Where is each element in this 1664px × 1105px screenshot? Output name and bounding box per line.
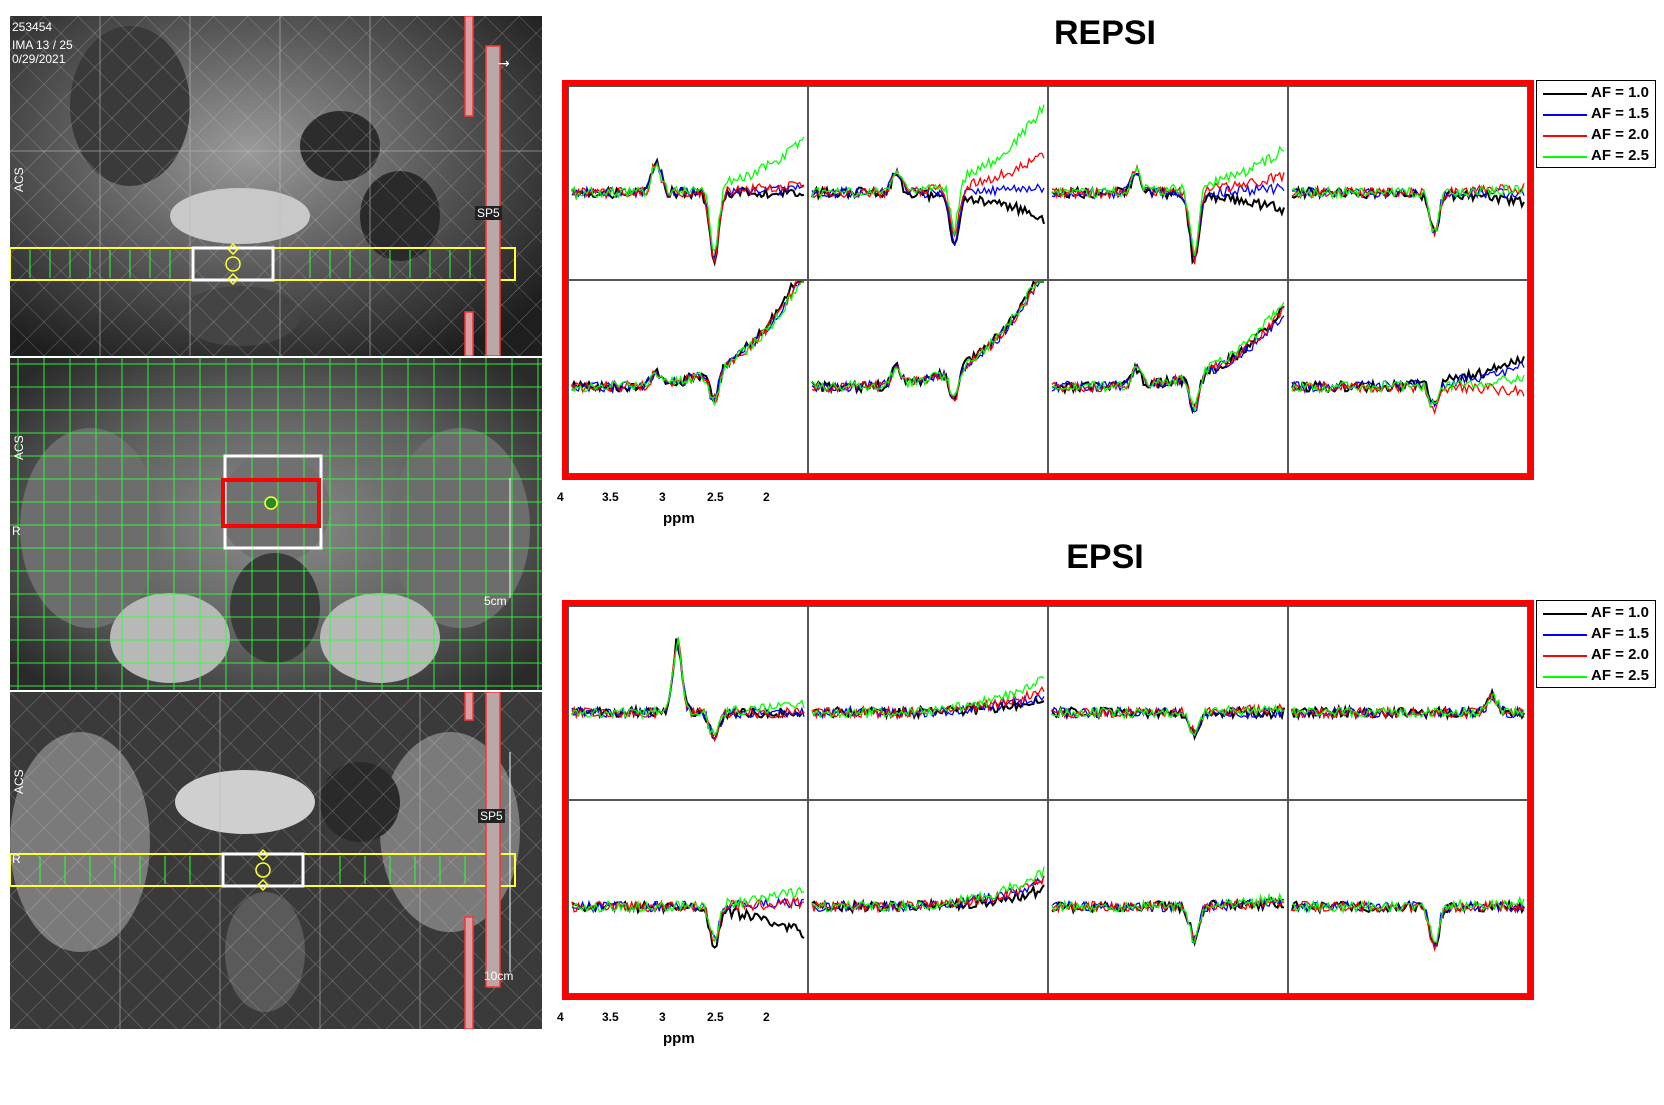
series-line [1292,895,1525,943]
legend-label: AF = 1.5 [1591,105,1649,122]
legend-label: AF = 1.0 [1591,84,1649,101]
series-line [811,152,1045,238]
series-line [571,136,805,253]
series-line [811,281,1044,399]
mri-coronal-view: ACS R SP5 10cm [10,692,542,1029]
legend-item: AF = 1.0 [1543,603,1655,623]
legend-item: AF = 2.0 [1543,645,1655,665]
series-line [811,676,1045,719]
orientation-label: ACS [12,435,26,460]
epsi-title: EPSI [1066,538,1144,576]
series-line [811,866,1045,913]
series-line [571,636,805,737]
mri-coronal-image [10,692,542,1029]
legend-label: AF = 1.0 [1591,604,1649,621]
spectrum-cell [1047,85,1289,281]
series-line [811,104,1045,235]
orientation-label: ACS [12,167,26,192]
epsi-spectra-grid [562,600,1534,1000]
mri-axial-image [10,358,542,690]
series-line [571,637,805,743]
repsi-legend: AF = 1.0 AF = 1.5 AF = 2.0 AF = 2.5 [1536,80,1656,168]
series-line [1051,305,1285,415]
slab-label: SP5 [478,809,505,823]
legend-label: AF = 2.5 [1591,147,1649,164]
orientation-label: ACS [12,769,26,794]
series-line [1291,693,1525,719]
legend-label: AF = 1.5 [1591,625,1649,642]
legend-item: AF = 2.0 [1543,125,1655,145]
r-label: R [12,524,21,538]
x-tick-label: 3.5 [602,490,619,504]
x-tick-label: 2.5 [707,1010,724,1024]
x-tick-label: 3.5 [602,1010,619,1024]
mri-info-line-3: 0/29/2021 [12,52,66,66]
x-tick-label: 4 [557,1010,564,1024]
legend-item: AF = 1.0 [1543,83,1655,103]
highlight-frame [562,600,1534,1000]
r-label: R [12,852,21,866]
series-line [571,281,804,404]
spectrum-cell [1047,279,1289,475]
x-tick-label: 2 [763,1010,770,1024]
scale-label: 5cm [484,594,507,608]
x-tick-label: 3 [659,490,666,504]
series-line [811,281,1044,397]
legend-item: AF = 2.5 [1543,666,1655,686]
legend-label: AF = 2.5 [1591,667,1649,684]
legend-label: AF = 2.0 [1591,126,1649,143]
x-tick-label: 3 [659,1010,666,1024]
series-line [571,886,805,943]
series-line [1051,892,1285,943]
slab-label: SP5 [475,206,502,220]
series-line [1051,163,1285,265]
mri-axial-view: ACS R 5cm [10,358,542,690]
legend-label: AF = 2.0 [1591,646,1649,663]
x-tick-label: 2 [763,490,770,504]
spectrum-cell [1047,799,1289,995]
series-line [1051,302,1285,412]
spectrum-cell [807,85,1049,281]
mri-sagittal-view: → 253454 IMA 13 / 25 0/29/2021 ACS SP5 [10,16,542,356]
repsi-spectra-grid [562,80,1534,480]
spectrum-cell [1047,605,1289,801]
series-line [571,161,805,263]
legend-item: AF = 2.5 [1543,146,1655,166]
spectrum-cell [1287,799,1529,995]
spectrum-cell [1287,605,1529,801]
series-line [1051,703,1285,737]
highlight-frame [562,80,1534,480]
mri-info-line-1: 253454 [12,20,53,34]
series-line [811,166,1045,246]
spectrum-cell [1287,85,1529,281]
x-axis-label: ppm [663,1030,695,1047]
series-line [571,281,804,406]
epsi-legend: AF = 1.0 AF = 1.5 AF = 2.0 AF = 2.5 [1536,600,1656,688]
legend-item: AF = 1.5 [1543,624,1655,644]
x-axis-label: ppm [663,510,695,527]
spectrum-cell [807,799,1049,995]
spectrum-cell [567,799,809,995]
svg-text:→: → [498,56,510,72]
x-tick-label: 4 [557,490,564,504]
spectrum-cell [1287,279,1529,475]
series-line [1051,145,1285,256]
series-line [1291,184,1525,233]
mri-sagittal-image: → [10,16,542,356]
x-tick-label: 2.5 [707,490,724,504]
legend-item: AF = 1.5 [1543,104,1655,124]
repsi-title: REPSI [1053,14,1157,52]
mri-info-line-2: IMA 13 / 25 [12,38,73,52]
spectrum-cell [567,85,809,281]
scale-label: 10cm [484,969,514,983]
series-line [1291,373,1525,409]
